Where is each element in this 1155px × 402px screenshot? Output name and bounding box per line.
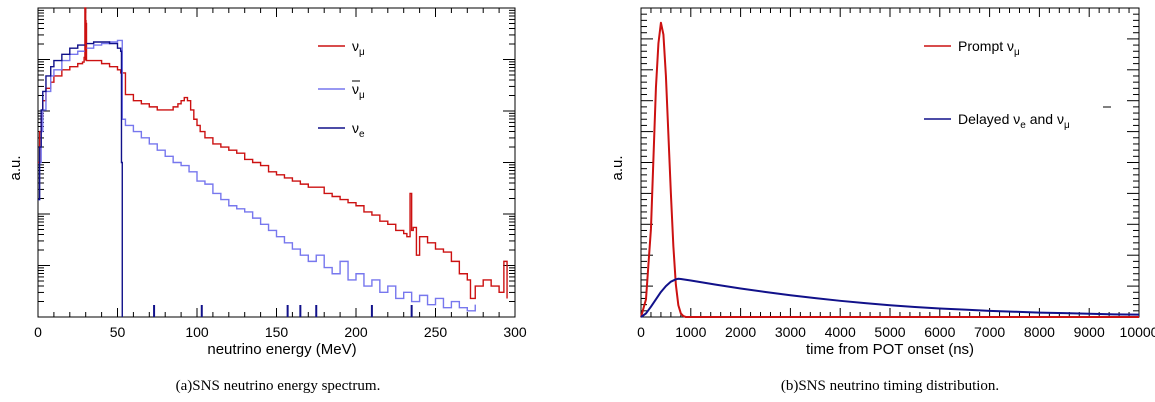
energy-xtick-label: 100 <box>185 324 209 340</box>
timing-xtick-label: 0 <box>637 324 645 340</box>
timing-xtick-label: 7000 <box>974 324 1005 340</box>
timing-xtick-label: 2000 <box>725 324 756 340</box>
timing-xlabel: time from POT onset (ns) <box>806 341 974 358</box>
energy-xtick-label: 150 <box>265 324 289 340</box>
timing-legend-label-0: Prompt νμ <box>958 38 1020 58</box>
energy-legend-label-1: νμ <box>352 81 365 101</box>
energy-xtick-label: 250 <box>424 324 448 340</box>
energy-caption: (a)SNS neutrino energy spectrum. <box>176 378 381 394</box>
timing-ylabel: a.u. <box>609 155 626 180</box>
energy-xtick-label: 200 <box>344 324 368 340</box>
energy-xlabel: neutrino energy (MeV) <box>207 341 356 358</box>
timing-xtick-label: 3000 <box>775 324 806 340</box>
energy-xtick-label: 0 <box>34 324 42 340</box>
timing-series-group <box>640 21 1140 318</box>
timing-xtick-label: 5000 <box>874 324 905 340</box>
timing-caption: (b)SNS neutrino timing distribution. <box>781 378 999 394</box>
timing-xtick-label: 9000 <box>1074 324 1105 340</box>
energy-series-line-1 <box>38 39 476 312</box>
timing-xtick-label: 10000 <box>1120 324 1155 340</box>
timing-xtick-label: 4000 <box>825 324 856 340</box>
energy-series-line-0 <box>38 7 508 300</box>
energy-axis-ticks: 0 50 100 150 200 250 300 <box>34 8 527 340</box>
energy-xtick-label: 300 <box>503 324 527 340</box>
timing-plot-frame <box>640 7 1140 318</box>
energy-ylabel: a.u. <box>7 155 24 180</box>
timing-axis-ticks: 0 1000 2000 3000 4000 5000 6000 7000 8000 9000 100… <box>637 7 1155 340</box>
timing-xtick-label: 1000 <box>675 324 706 340</box>
energy-spectrum-panel: 0 50 100 150 200 250 300 a.u. neutrino energy … <box>7 7 527 394</box>
timing-xtick-label: 6000 <box>924 324 955 340</box>
energy-plot-frame <box>37 7 516 318</box>
energy-series-line-2 <box>38 41 123 317</box>
timing-legend: Prompt νμ Delayed νe and νμ <box>924 38 1111 131</box>
timing-panel: 0 1000 2000 3000 4000 5000 6000 7000 8000 9000 100… <box>609 7 1155 394</box>
energy-legend: νμ νμ νe <box>318 38 365 140</box>
timing-series-line-1 <box>640 277 1140 318</box>
energy-legend-label-0: νμ <box>352 38 365 58</box>
timing-series-line-0 <box>640 21 1139 318</box>
timing-legend-label-1: Delayed νe and νμ <box>958 111 1070 131</box>
timing-xtick-label: 8000 <box>1024 324 1055 340</box>
energy-legend-label-2: νe <box>352 120 365 140</box>
energy-xtick-label: 50 <box>110 324 126 340</box>
energy-series-group <box>38 7 508 317</box>
